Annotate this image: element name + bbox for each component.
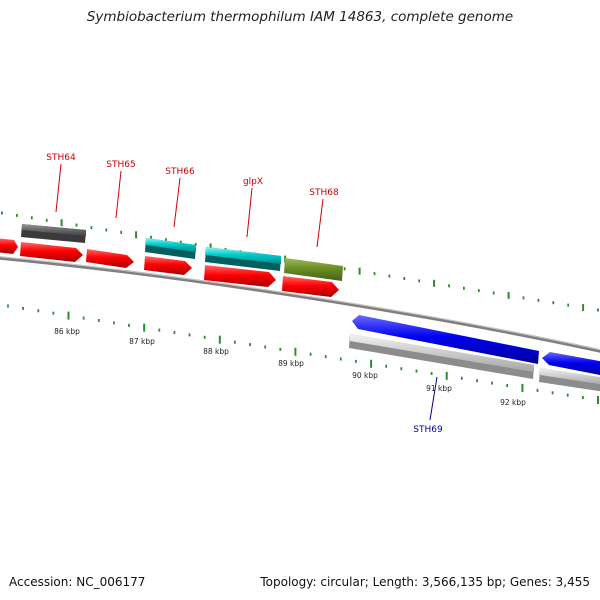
- gene-arrow-red[interactable]: [0, 238, 18, 254]
- gene-arrow-red[interactable]: [20, 242, 83, 262]
- tick-label: 89 kbp: [278, 359, 304, 368]
- accession-text: Accession: NC_006177: [9, 575, 146, 589]
- tick-label: 86 kbp: [54, 327, 80, 336]
- map-title: Symbiobacterium thermophilum IAM 14863, …: [86, 9, 514, 25]
- gene-arrow-red[interactable]: [204, 265, 276, 287]
- gene-arrow-red[interactable]: [282, 276, 339, 297]
- gene-arrow-red[interactable]: [144, 256, 192, 275]
- tick-label: 88 kbp: [203, 347, 229, 356]
- gene-gray-reverse[interactable]: [539, 368, 600, 392]
- gene-red-arrows: [0, 238, 339, 297]
- tick-label: 92 kbp: [500, 398, 526, 407]
- gene-label[interactable]: STH65: [106, 160, 135, 170]
- gene-STH69[interactable]: [349, 334, 534, 379]
- gene-label[interactable]: glpX: [243, 177, 263, 187]
- gene-label[interactable]: STH68: [309, 188, 339, 198]
- gene-arrow-blue[interactable]: [542, 352, 600, 376]
- lower-tick-row: [7, 304, 599, 404]
- gene-label-lines: [55, 163, 438, 421]
- genome-summary-text: Topology: circular; Length: 3,566,135 bp…: [260, 575, 590, 589]
- gene-label[interactable]: STH64: [46, 153, 76, 163]
- gene-arrow-red[interactable]: [86, 249, 134, 268]
- genome-backbone-highlight: [0, 256, 600, 351]
- gene-label[interactable]: STH69: [413, 425, 443, 435]
- gene-STH66[interactable]: [145, 238, 196, 259]
- tick-label: 91 kbp: [426, 384, 452, 393]
- gene-blue-arrows: [352, 315, 600, 376]
- gene-label[interactable]: STH66: [165, 167, 195, 177]
- gene-glpX[interactable]: [205, 247, 281, 271]
- gene-STH68[interactable]: [284, 258, 343, 281]
- tick-label: 90 kbp: [352, 371, 378, 380]
- tick-label: 87 kbp: [129, 337, 155, 346]
- genome-backbone: [0, 256, 600, 353]
- gene-arrow-blue[interactable]: [352, 315, 539, 364]
- gene-labels: STH64 STH65 STH66 glpX STH68 STH69: [46, 153, 443, 435]
- tick-labels: 86 kbp 87 kbp 88 kbp 89 kbp 90 kbp 91 kb…: [54, 327, 526, 407]
- gene-STH64[interactable]: [21, 224, 86, 243]
